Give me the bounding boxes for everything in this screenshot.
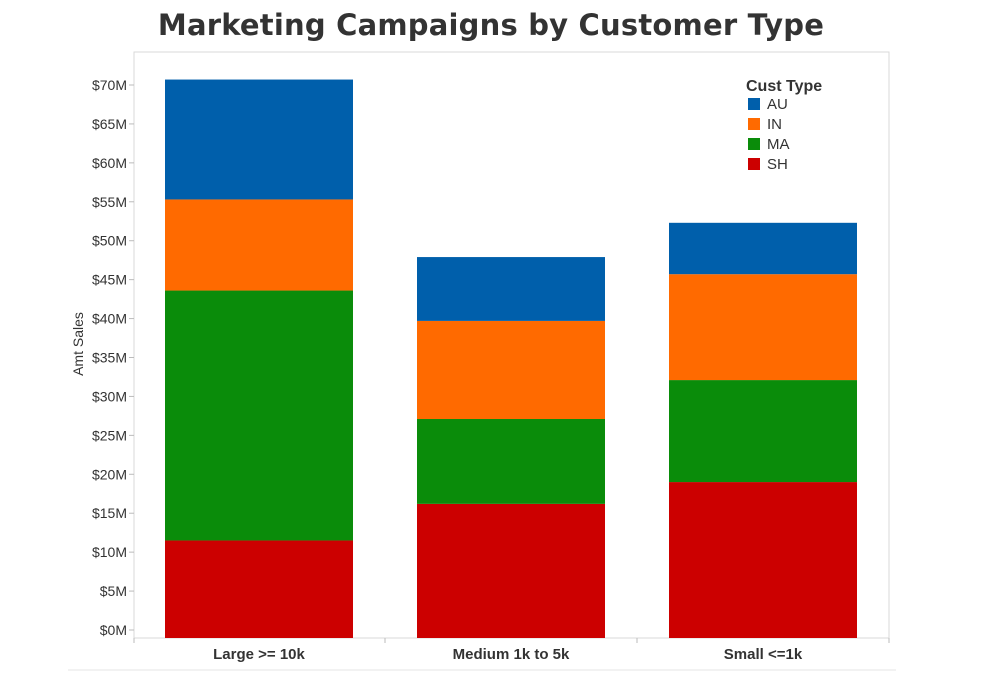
y-tick-label: $50M [92, 233, 127, 249]
bar-segment-ma [669, 380, 857, 483]
x-category-label: Medium 1k to 5k [453, 646, 570, 663]
y-tick-label: $60M [92, 155, 127, 171]
y-tick-label: $40M [92, 311, 127, 327]
bar-segment-sh [669, 482, 857, 638]
y-axis-title: Amt Sales [70, 312, 86, 376]
legend-swatch-au [748, 98, 760, 110]
legend-label: SH [767, 156, 788, 173]
legend-label: AU [767, 96, 788, 113]
y-tick-label: $25M [92, 427, 127, 443]
bar-segment-ma [417, 419, 605, 504]
bar-segment-au [669, 222, 857, 275]
y-tick-label: $55M [92, 194, 127, 210]
x-category-label: Large >= 10k [213, 646, 305, 663]
legend-title: Cust Type [746, 78, 822, 95]
chart-title: Marketing Campaigns by Customer Type [157, 8, 825, 42]
y-tick-label: $70M [92, 77, 127, 93]
bar-segment-ma [165, 290, 353, 541]
legend-label: MA [767, 136, 790, 153]
bar-segment-sh [417, 503, 605, 638]
y-tick-label: $65M [92, 116, 127, 132]
y-tick-label: $20M [92, 466, 127, 482]
y-tick-label: $45M [92, 272, 127, 288]
legend-swatch-in [748, 118, 760, 130]
x-category-label: Small <=1k [724, 646, 803, 663]
legend-swatch-ma [748, 138, 760, 150]
y-tick-label: $5M [100, 583, 127, 599]
bar-segment-in [417, 320, 605, 420]
bar-segment-sh [165, 540, 353, 638]
y-tick-label: $35M [92, 350, 127, 366]
bar-segment-in [669, 274, 857, 381]
bar-segment-in [165, 199, 353, 291]
y-tick-label: $0M [100, 622, 127, 638]
bar-segment-au [417, 257, 605, 321]
y-tick-label: $30M [92, 388, 127, 404]
legend-swatch-sh [748, 158, 760, 170]
legend-label: IN [767, 116, 782, 133]
y-tick-label: $15M [92, 505, 127, 521]
y-tick-label: $10M [92, 544, 127, 560]
bar-segment-au [165, 79, 353, 200]
